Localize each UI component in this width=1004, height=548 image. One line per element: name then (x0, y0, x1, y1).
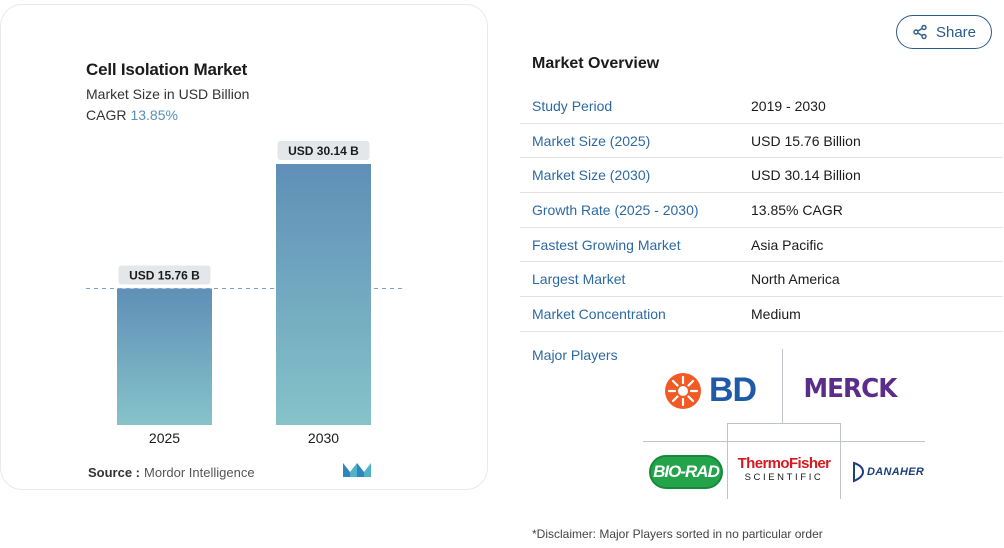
bar-2030 (276, 164, 371, 425)
source-value: Mordor Intelligence (144, 465, 255, 480)
share-icon (913, 24, 927, 40)
chart-title: Cell Isolation Market (86, 60, 248, 79)
overview-row-growth-rate: Growth Rate (2025 - 2030) 13.85% CAGR (520, 193, 1003, 228)
mordor-intelligence-logo (343, 463, 371, 477)
thermofisher-logo: ThermoFisher SCIENTIFIC (729, 456, 839, 483)
overview-row-fastest-growing: Fastest Growing Market Asia Pacific (520, 228, 1003, 263)
overview-row-largest-market: Largest Market North America (520, 262, 1003, 298)
overview-value: Asia Pacific (751, 236, 824, 253)
overview-table: Study Period 2019 - 2030 Market Size (20… (520, 89, 1003, 332)
x-tick-label: 2025 (149, 430, 180, 446)
chart-source: Source : Mordor Intelligence (88, 465, 255, 480)
overview-value: USD 30.14 Billion (751, 167, 861, 184)
overview-row-market-concentration: Market Concentration Medium (520, 297, 1003, 332)
overview-label[interactable]: Fastest Growing Market (532, 236, 681, 253)
merck-logo: MERCK (803, 374, 897, 404)
bd-logo-icon (665, 373, 701, 409)
overview-label[interactable]: Growth Rate (2025 - 2030) (532, 202, 699, 219)
overview-label[interactable]: Market Concentration (532, 306, 666, 323)
danaher-mark-icon (853, 461, 865, 483)
danaher-logo: DANAHER (851, 461, 924, 483)
overview-label[interactable]: Largest Market (532, 271, 626, 288)
overview-label[interactable]: Market Size (2030) (532, 167, 651, 184)
overview-value: North America (751, 271, 840, 288)
logo-divider (727, 423, 841, 424)
data-label-bg (277, 141, 370, 160)
overview-label[interactable]: Study Period (532, 98, 613, 114)
overview-value: USD 15.76 Billion (751, 132, 861, 149)
overview-value: 2019 - 2030 (751, 98, 826, 114)
overview-row-market-size-2025: Market Size (2025) USD 15.76 Billion (520, 124, 1003, 159)
logo-divider (727, 423, 728, 499)
thermofisher-logo-line1: ThermoFisher (737, 455, 831, 472)
overview-label[interactable]: Market Size (2025) (532, 132, 651, 149)
share-button[interactable]: Share (896, 15, 992, 49)
x-tick-label: 2030 (308, 430, 339, 446)
bar-2025 (117, 288, 212, 425)
data-label: USD 30.14 B (288, 144, 359, 158)
thermofisher-logo-line2: SCIENTIFIC (744, 472, 824, 483)
logo-divider (643, 441, 925, 442)
source-label: Source : (88, 465, 141, 480)
danaher-logo-text: DANAHER (867, 466, 925, 478)
biorad-logo: BIO-RAD (649, 455, 723, 489)
cagr-value: 13.85% (130, 107, 178, 123)
chart-cagr: CAGR 13.85% (86, 107, 178, 123)
major-players-label[interactable]: Major Players (532, 347, 618, 363)
bar-chart: USD 15.76 B 2025 USD 30.14 B 2030 (86, 141, 405, 446)
major-players-logos: BD MERCK BIO-RAD ThermoFisher SCIENTIFIC… (643, 349, 925, 499)
overview-row-study-period: Study Period 2019 - 2030 (520, 89, 1003, 124)
share-label: Share (935, 23, 977, 41)
data-label: USD 15.76 B (129, 269, 200, 283)
overview-row-market-size-2030: Market Size (2030) USD 30.14 Billion (520, 158, 1003, 194)
overview-value: 13.85% CAGR (751, 202, 843, 219)
logo-divider (840, 423, 841, 499)
overview-value: Medium (751, 306, 801, 323)
disclaimer: *Disclaimer: Major Players sorted in no … (532, 527, 823, 541)
bd-logo-text: BD (709, 371, 757, 409)
chart-card (0, 4, 488, 490)
cagr-label: CAGR (86, 107, 127, 123)
data-label-bg (118, 265, 211, 285)
chart-subtitle: Market Size in USD Billion (86, 86, 250, 102)
overview-title: Market Overview (532, 55, 660, 72)
logo-divider (782, 349, 783, 423)
